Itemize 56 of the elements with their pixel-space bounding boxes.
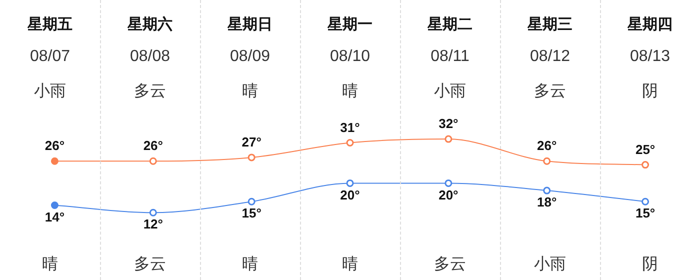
text: 08/09 (228, 47, 272, 67)
data-label: 27° (242, 134, 262, 150)
text: 阴 (641, 82, 659, 102)
text: 小雨 (33, 82, 67, 102)
x-tick-label: 星期一 (326, 16, 374, 34)
text: 08/08 (128, 47, 172, 67)
point (642, 161, 650, 169)
point (346, 179, 354, 187)
point (149, 157, 157, 165)
x-tick-label: 星期日 (226, 16, 274, 34)
point (444, 135, 452, 143)
data-label: 32° (438, 116, 458, 132)
point (543, 186, 551, 194)
text: 多云 (433, 255, 467, 275)
point (543, 157, 551, 165)
data-label: 15° (242, 206, 262, 221)
text: 08/07 (28, 47, 72, 67)
data-label: 18° (537, 194, 557, 210)
data-label: 26° (44, 138, 65, 154)
x-tick-label: 星期六 (126, 16, 174, 34)
data-label: 14° (44, 209, 65, 224)
x-tick-label: 星期四 (626, 16, 674, 34)
text: 晴 (341, 82, 359, 102)
text: 08/13 (628, 47, 672, 67)
x-tick-label: 星期二 (426, 16, 474, 34)
text: 08/11 (430, 47, 470, 67)
data-label: 25° (635, 142, 656, 157)
data-label: 31° (340, 120, 360, 135)
text: 晴 (41, 255, 59, 275)
data-label: 26° (143, 138, 163, 154)
text: 晴 (341, 255, 359, 275)
point (248, 198, 256, 206)
data-label: 20° (438, 187, 458, 202)
text: 阴 (641, 255, 659, 275)
x-tick-label: 星期三 (526, 16, 574, 34)
point (149, 208, 157, 216)
text: 08/10 (328, 47, 372, 67)
data-label: 26° (537, 138, 557, 154)
text: 多云 (133, 82, 167, 102)
text: 小雨 (533, 255, 567, 275)
text: 多云 (533, 82, 567, 102)
point (444, 179, 452, 187)
data-label: 15° (635, 206, 656, 221)
text: 晴 (241, 255, 259, 275)
text: 小雨 (433, 82, 467, 102)
text: 晴 (241, 82, 259, 102)
text: 08/12 (528, 47, 572, 67)
point (50, 157, 58, 165)
text: 多云 (133, 255, 167, 275)
point (346, 138, 354, 146)
data-label: 12° (143, 216, 163, 232)
point (50, 202, 58, 210)
point (642, 198, 650, 206)
x-tick-label: 星期五 (26, 16, 74, 34)
data-label: 20° (340, 187, 360, 202)
point (248, 154, 256, 162)
